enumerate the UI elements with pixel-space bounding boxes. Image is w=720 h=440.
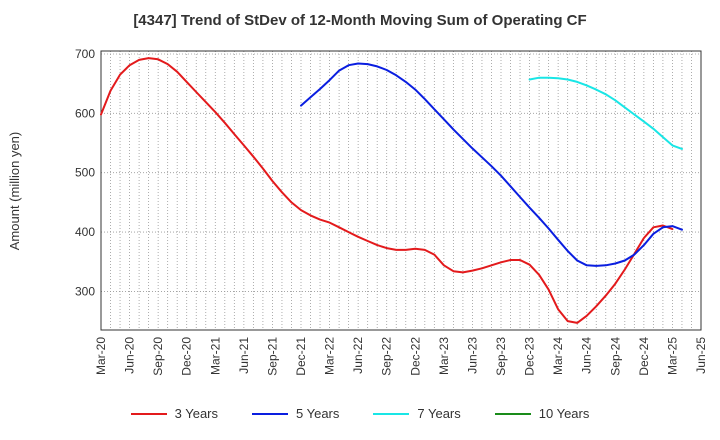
legend-swatch xyxy=(494,412,531,415)
x-tick-label: Dec-21 xyxy=(294,337,308,376)
x-tick-label: Mar-25 xyxy=(665,337,679,375)
y-tick-label: 300 xyxy=(75,284,95,298)
legend-swatch xyxy=(130,412,167,415)
x-tick-label: Jun-22 xyxy=(351,337,365,374)
plot-frame xyxy=(100,50,702,331)
x-tick-label: Sep-24 xyxy=(608,337,622,376)
x-tick-label: Dec-23 xyxy=(523,337,537,376)
y-tick-label: 400 xyxy=(75,225,95,239)
legend-label: 5 Years xyxy=(296,406,340,421)
legend-item: 5 Years xyxy=(252,406,339,421)
horizontal-grid xyxy=(101,53,701,292)
y-axis-ticks: 300 400 500 600 700 xyxy=(75,47,95,298)
x-tick-label: Mar-22 xyxy=(323,337,337,375)
x-tick-label: Jun-20 xyxy=(123,337,137,374)
y-axis-label: Amount (million yen) xyxy=(7,132,22,251)
legend: 3 Years 5 Years 7 Years 10 Years xyxy=(0,406,720,421)
y-tick-label: 500 xyxy=(75,166,95,180)
x-tick-label: Dec-24 xyxy=(637,337,651,376)
series-layer xyxy=(100,57,683,324)
chart-title: [4347] Trend of StDev of 12-Month Moving… xyxy=(133,12,587,29)
legend-label: 7 Years xyxy=(417,406,461,421)
x-tick-label: Jun-24 xyxy=(580,337,594,374)
series-line-3-years xyxy=(100,57,674,324)
x-tick-label: Jun-21 xyxy=(237,337,251,374)
legend-swatch xyxy=(373,412,410,415)
x-tick-label: Sep-21 xyxy=(265,337,279,376)
x-tick-label: Mar-23 xyxy=(437,337,451,375)
x-tick-label: Dec-20 xyxy=(180,337,194,376)
series-line-5-years xyxy=(300,62,683,267)
x-tick-label: Mar-21 xyxy=(208,337,222,375)
legend-item: 3 Years xyxy=(130,406,218,421)
x-tick-label: Sep-22 xyxy=(380,337,394,376)
series-line-7-years xyxy=(528,76,683,150)
x-tick-label: Mar-24 xyxy=(551,337,565,375)
x-tick-label: Mar-20 xyxy=(94,337,108,375)
x-tick-label: Jun-25 xyxy=(694,337,708,374)
legend-label: 10 Years xyxy=(538,406,590,421)
y-tick-label: 700 xyxy=(75,47,95,61)
legend-label: 3 Years xyxy=(174,406,218,421)
x-axis-ticks: Mar-20 Jun-20 Sep-20 Dec-20 Mar-21 Jun-21 Sep-… xyxy=(94,337,708,376)
x-tick-label: Jun-23 xyxy=(465,337,479,374)
x-tick-label: Sep-20 xyxy=(151,337,165,376)
x-tick-label: Dec-22 xyxy=(408,337,422,376)
legend-item: 10 Years xyxy=(494,406,590,421)
y-tick-label: 600 xyxy=(75,106,95,120)
legend-item: 7 Years xyxy=(373,406,461,421)
legend-swatch xyxy=(252,412,288,415)
x-tick-label: Sep-23 xyxy=(494,337,508,376)
